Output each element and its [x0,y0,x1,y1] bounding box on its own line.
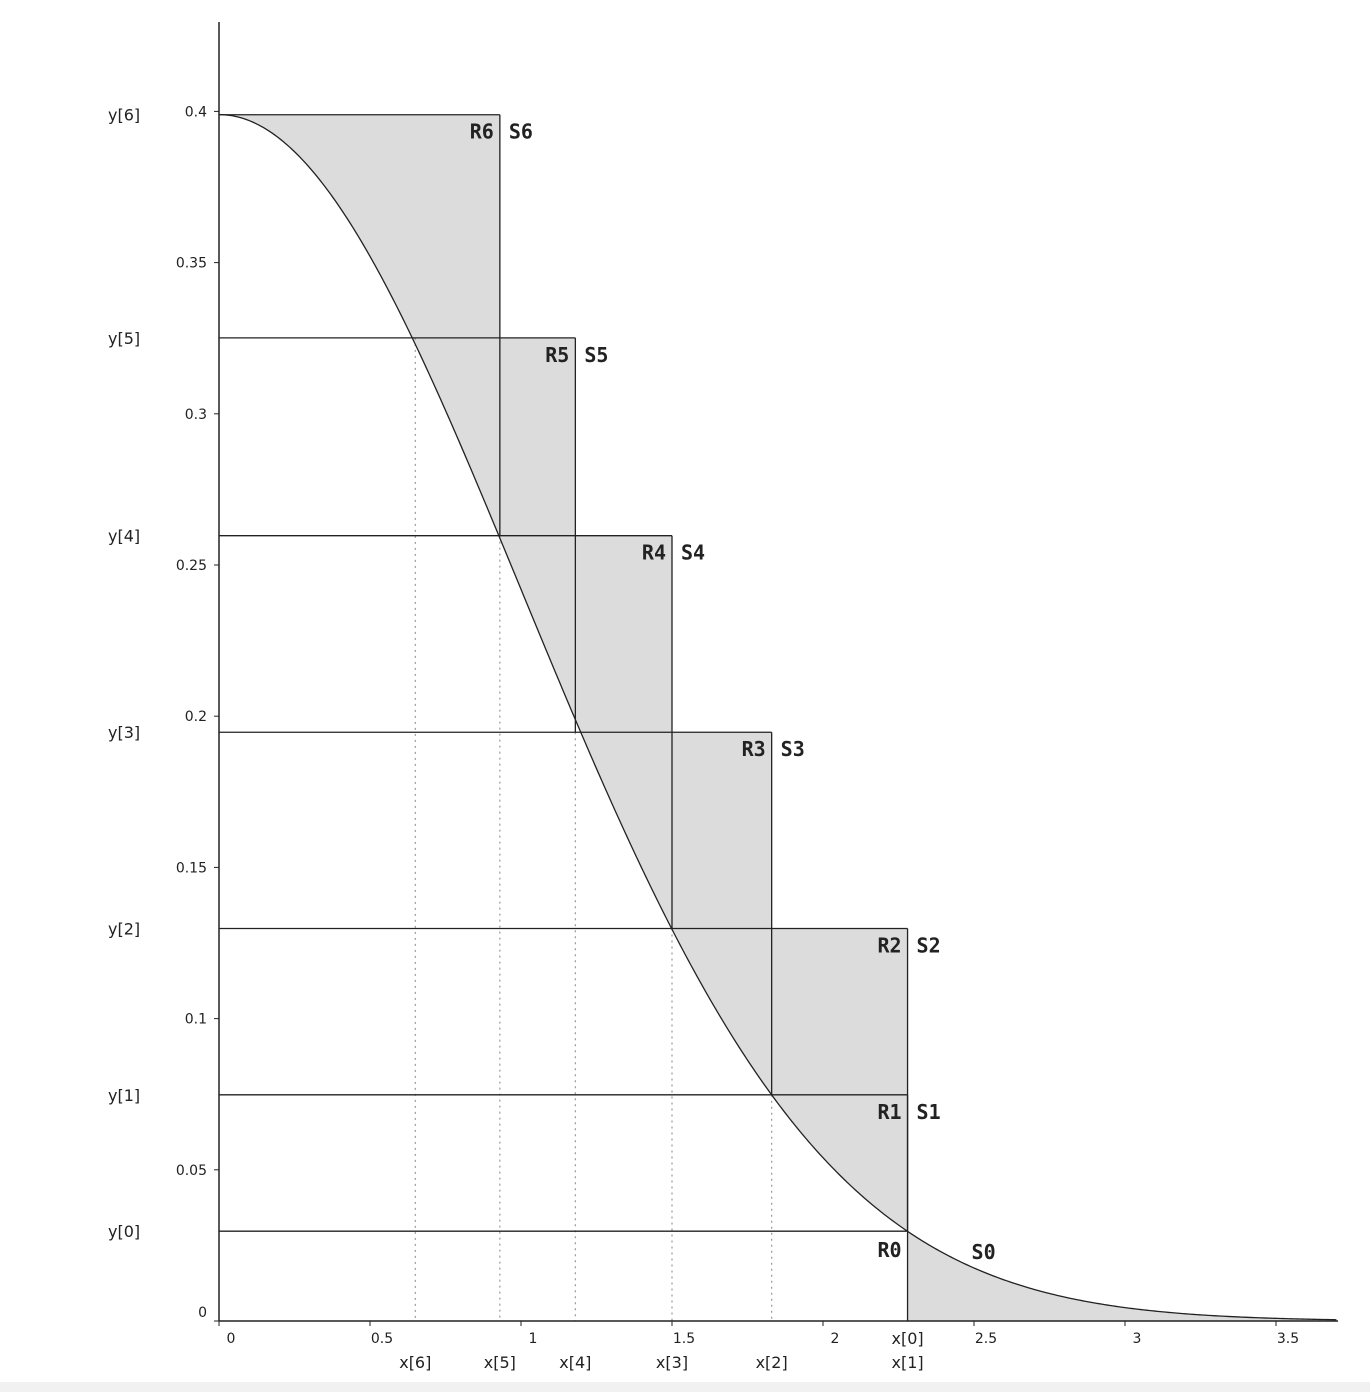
x-index-label: x[1] [891,1353,923,1372]
tail-label: S0 [972,1240,996,1264]
y-index-label: y[6] [108,106,140,125]
x-index-label: x[0] [891,1329,923,1348]
region-label: R6 [470,120,494,144]
region-label: R1 [877,1100,901,1124]
x-index-label: x[2] [756,1353,788,1372]
tail-label: S1 [917,1100,941,1124]
x-index-label: x[4] [559,1353,591,1372]
x-tick-label: 1.5 [673,1331,695,1347]
y-tick-label: 0.4 [185,104,207,120]
axes: 0 0.5 1 1.5 2 2.5 3 3.5 0 0.05 0.1 0.15 0.2 0.25 0.3 0.… [176,22,1338,1347]
layer-rectangles [219,114,909,1321]
x-tick-label: 2 [831,1331,840,1347]
region-label: R4 [642,541,666,565]
dotted-guides [414,337,773,1321]
x-index-label: x[6] [399,1353,431,1372]
tail-label: S5 [584,343,608,367]
x-index-label: x[5] [484,1353,516,1372]
x-tick-label: 0.5 [371,1331,393,1347]
x-tick-label: 0 [227,1331,236,1347]
y-tick-label: 0.3 [185,407,207,423]
shaded-region-R3 [672,732,772,1095]
y-tick-label: 0.35 [176,256,207,272]
x-tick-label: 2.5 [975,1331,997,1347]
tail-label: S3 [781,737,805,761]
shaded-regions [219,114,1337,1321]
y-index-label: y[4] [108,527,140,546]
labels: y[0] y[1] y[2] y[3] y[4] y[5] y[6] x[0] x[1] x[2]… [108,106,996,1372]
y-tick-label: 0.05 [176,1163,207,1179]
y-tick-label: 0.1 [185,1012,207,1028]
region-label: R5 [545,343,569,367]
y-tick-label: 0.25 [176,558,207,574]
shaded-tail-S0 [907,1231,1337,1321]
y-tick-label: 0 [198,1305,207,1321]
y-index-label: y[3] [108,723,140,742]
y-index-label: y[0] [108,1222,140,1241]
shaded-region-R6 [219,114,500,539]
tail-label: S6 [509,120,533,144]
region-label: R0 [877,1238,901,1262]
shaded-region-R2 [771,928,908,1232]
tail-label: S2 [917,933,941,957]
y-index-label: y[5] [108,329,140,348]
shaded-region-R5 [499,337,576,720]
x-tick-label: 1 [529,1331,538,1347]
y-tick-label: 0.15 [176,860,207,876]
tail-label: S4 [681,541,705,565]
x-tick-label: 3.5 [1277,1331,1299,1347]
y-tick-label: 0.2 [185,709,207,725]
y-index-label: y[1] [108,1086,140,1105]
y-index-label: y[2] [108,919,140,938]
bottom-strip [0,1382,1370,1392]
region-label: R3 [742,737,766,761]
x-index-label: x[3] [656,1353,688,1372]
density-curve [218,113,1337,1321]
region-label: R2 [877,933,901,957]
x-tick-label: 3 [1133,1331,1142,1347]
